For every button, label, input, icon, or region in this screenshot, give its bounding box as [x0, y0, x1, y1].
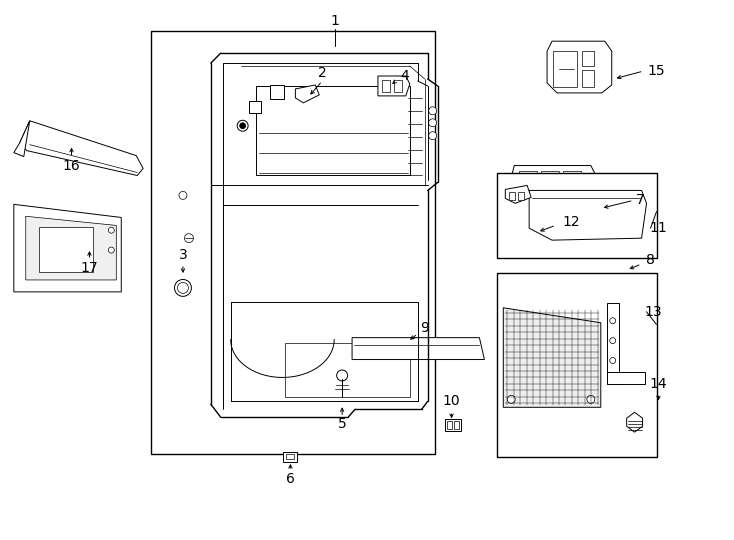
Circle shape — [179, 191, 187, 199]
Bar — [563, 171, 581, 191]
Bar — [286, 342, 410, 397]
Bar — [582, 70, 594, 87]
Bar — [283, 452, 297, 462]
Bar — [498, 173, 656, 258]
Text: 9: 9 — [421, 321, 429, 335]
Circle shape — [429, 119, 437, 127]
Text: 2: 2 — [318, 66, 327, 80]
Bar — [446, 421, 451, 429]
Text: 1: 1 — [331, 14, 340, 28]
Text: 3: 3 — [178, 248, 187, 262]
Polygon shape — [505, 185, 531, 204]
Bar — [553, 51, 577, 87]
Bar — [566, 178, 578, 187]
Circle shape — [175, 280, 192, 296]
Bar — [382, 80, 390, 92]
Bar — [582, 51, 594, 66]
Polygon shape — [627, 412, 642, 432]
Polygon shape — [295, 85, 319, 103]
Circle shape — [337, 370, 348, 381]
Text: 10: 10 — [443, 394, 460, 408]
Circle shape — [178, 282, 189, 293]
Bar — [151, 31, 435, 454]
Text: 14: 14 — [650, 377, 667, 392]
Circle shape — [184, 234, 193, 242]
Text: 11: 11 — [650, 221, 667, 235]
Bar — [271, 85, 285, 99]
Polygon shape — [509, 166, 597, 195]
Bar — [286, 454, 294, 459]
Bar — [544, 178, 556, 187]
Text: 12: 12 — [562, 215, 580, 230]
Bar — [445, 419, 460, 431]
Polygon shape — [547, 41, 611, 93]
Text: 17: 17 — [81, 261, 98, 275]
Text: 13: 13 — [644, 305, 662, 319]
Polygon shape — [26, 217, 116, 280]
Circle shape — [429, 132, 437, 140]
Text: 15: 15 — [647, 64, 665, 78]
Bar — [255, 86, 410, 176]
Polygon shape — [352, 338, 484, 360]
Circle shape — [429, 107, 437, 115]
Circle shape — [610, 338, 616, 343]
Circle shape — [240, 123, 246, 129]
Text: 4: 4 — [401, 69, 409, 83]
Bar — [522, 178, 534, 187]
Polygon shape — [504, 308, 601, 407]
Bar — [519, 171, 537, 191]
Polygon shape — [587, 217, 625, 248]
Bar — [394, 80, 401, 92]
Text: 8: 8 — [646, 253, 655, 267]
Circle shape — [610, 318, 616, 323]
Polygon shape — [529, 191, 647, 240]
Bar — [541, 171, 559, 191]
Polygon shape — [14, 121, 30, 157]
Text: 5: 5 — [338, 417, 346, 431]
Circle shape — [237, 120, 248, 131]
Bar — [607, 303, 619, 384]
Circle shape — [610, 357, 616, 363]
Bar — [39, 227, 93, 272]
Circle shape — [109, 247, 115, 253]
Bar — [498, 273, 656, 457]
Circle shape — [507, 395, 515, 403]
Bar — [454, 421, 459, 429]
Polygon shape — [14, 204, 121, 292]
Text: 7: 7 — [636, 193, 645, 207]
Bar — [509, 192, 515, 200]
Polygon shape — [20, 121, 143, 176]
Circle shape — [109, 227, 115, 233]
Bar — [518, 192, 524, 200]
Bar — [607, 373, 644, 384]
Text: 6: 6 — [286, 472, 295, 486]
Text: 16: 16 — [62, 159, 81, 173]
Polygon shape — [378, 76, 410, 96]
Bar — [249, 101, 261, 113]
Circle shape — [587, 395, 595, 403]
